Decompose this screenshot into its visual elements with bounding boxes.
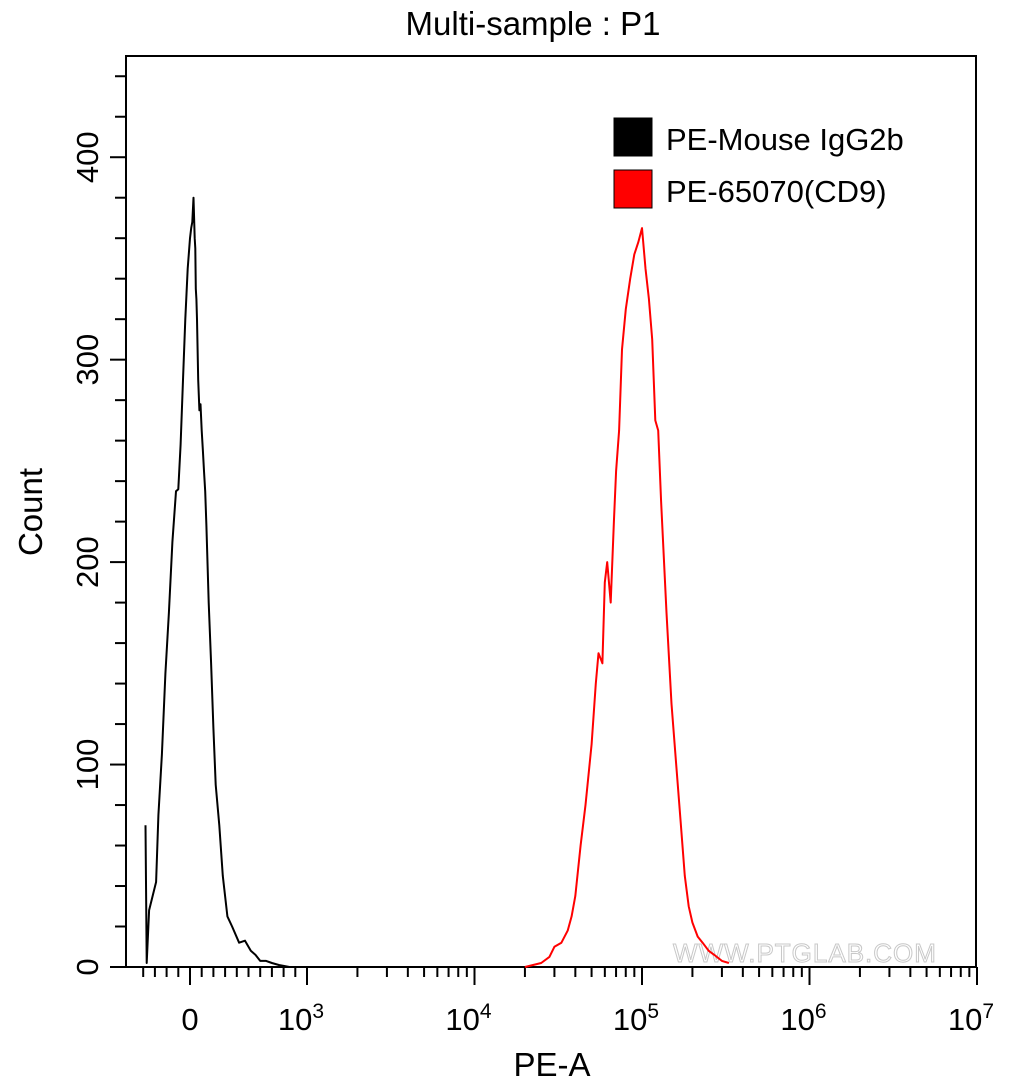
series-layer: [144, 196, 730, 968]
x-axis-label: PE-A: [513, 1046, 590, 1083]
y-axis: 0 100 200 300 400: [70, 75, 126, 976]
legend: PE-Mouse IgG2b PE-65070(CD9): [613, 117, 904, 209]
x-tick-label: 104: [445, 1000, 491, 1037]
series-line-2: [524, 227, 730, 968]
y-tick-label: 300: [70, 334, 105, 386]
y-tick-label: 100: [70, 739, 105, 791]
x-axis: 0 103 104 105 106 107: [142, 967, 994, 1037]
y-tick-label: 0: [70, 958, 105, 975]
legend-label: PE-65070(CD9): [666, 174, 887, 209]
x-tick-label: 107: [948, 1000, 994, 1037]
legend-label: PE-Mouse IgG2b: [666, 122, 904, 157]
y-axis-label: Count: [12, 468, 49, 556]
x-tick-label: 0: [181, 1002, 198, 1037]
legend-swatch: [613, 169, 653, 209]
x-tick-label: 106: [780, 1000, 826, 1037]
plot-frame: [125, 55, 977, 968]
y-tick-label: 200: [70, 536, 105, 588]
watermark-text: WWW.PTGLAB.COM: [673, 938, 937, 968]
series-line-1: [144, 196, 290, 968]
x-tick-label: 105: [613, 1000, 659, 1037]
legend-swatch: [613, 117, 653, 157]
chart-title: Multi-sample : P1: [406, 5, 661, 42]
y-tick-label: 400: [70, 131, 105, 183]
x-tick-label: 103: [278, 1000, 324, 1037]
